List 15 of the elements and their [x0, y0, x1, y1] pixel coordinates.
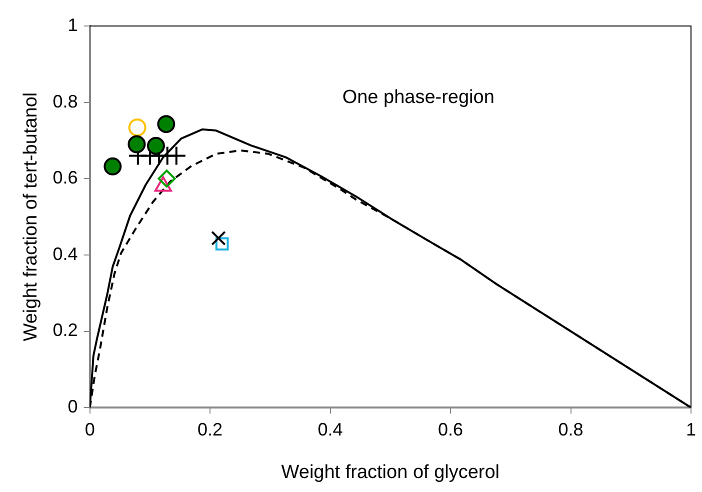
annotation: One phase-region [342, 87, 494, 108]
y-tick-label: 0.4 [52, 244, 78, 264]
x-tick-label: 0.2 [198, 419, 223, 440]
y-tick-label: 0.2 [52, 320, 78, 340]
x-tick-label: 0 [84, 419, 95, 440]
y-axis-title: Weight fraction of tert-butanol [20, 92, 42, 342]
y-tick-label: 0 [68, 396, 78, 417]
y-tick-label: 1 [68, 14, 78, 35]
x-tick-label: 1 [686, 419, 696, 440]
x-tick-label: 0.6 [438, 419, 464, 440]
x-tick-label: 0.4 [318, 419, 343, 440]
y-tick-label: 0.6 [52, 168, 78, 188]
x-tick-label: 0.8 [558, 419, 584, 440]
y-tick-label: 0.8 [52, 91, 78, 112]
x-axis-title: Weight fraction of glycerol [281, 462, 500, 483]
